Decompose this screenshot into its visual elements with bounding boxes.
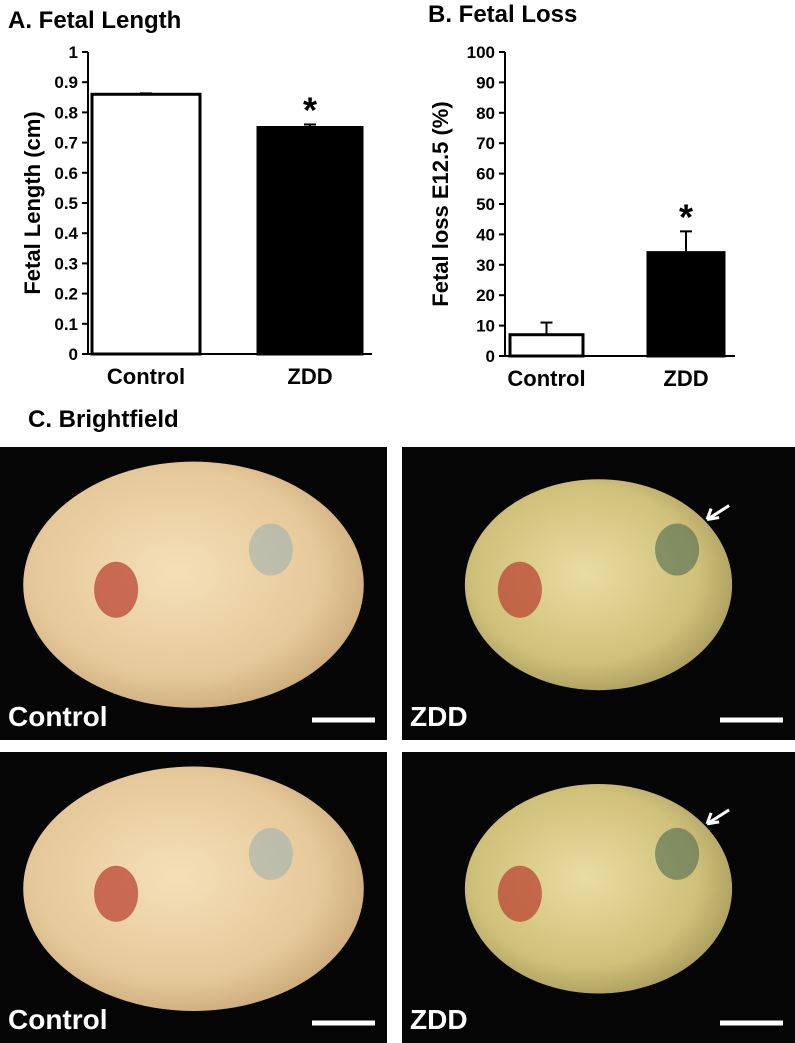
embryo-ventricle — [655, 827, 700, 880]
image-label: ZDD — [410, 701, 468, 732]
y-tick-label: 0.8 — [54, 103, 78, 122]
arrow — [705, 504, 730, 522]
y-tick-label: 50 — [476, 195, 495, 214]
y-tick-label: 0.4 — [54, 224, 78, 243]
x-tick-label: Control — [507, 366, 585, 391]
y-tick-label: 60 — [476, 165, 495, 184]
y-tick-label: 100 — [467, 43, 495, 62]
y-axis-label: Fetal loss E12.5 (%) — [428, 101, 453, 306]
y-tick-label: 0.7 — [54, 134, 78, 153]
y-tick-label: 0.5 — [54, 194, 78, 213]
significance-marker: * — [679, 196, 693, 237]
panel-title: C. Brightfield — [28, 406, 179, 433]
embryo-heart — [94, 561, 139, 618]
bar — [508, 333, 585, 358]
y-tick-label: 30 — [476, 256, 495, 275]
arrow — [705, 808, 730, 826]
y-tick-label: 70 — [476, 134, 495, 153]
image-label: Control — [8, 1004, 108, 1035]
bar — [646, 251, 726, 358]
significance-marker: * — [303, 89, 317, 130]
embryo-heart — [94, 865, 139, 922]
y-tick-label: 0.1 — [54, 315, 78, 334]
embryo-ventricle — [655, 523, 700, 576]
embryo — [23, 766, 364, 1011]
y-tick-label: 80 — [476, 104, 495, 123]
x-tick-label: ZDD — [663, 366, 708, 391]
y-tick-label: 0 — [486, 347, 495, 366]
y-tick-label: 0.6 — [54, 164, 78, 183]
y-tick-label: 0.3 — [54, 254, 78, 273]
chart-title: B. Fetal Loss — [428, 1, 577, 28]
y-tick-label: 0.2 — [54, 285, 78, 304]
bar — [90, 92, 202, 356]
bar — [256, 126, 364, 356]
embryo-ventricle — [248, 523, 293, 576]
embryo — [23, 461, 364, 708]
y-tick-label: 90 — [476, 73, 495, 92]
y-tick-label: 1 — [69, 43, 78, 62]
chart-title: A. Fetal Length — [8, 7, 181, 34]
y-tick-label: 20 — [476, 286, 495, 305]
embryo-heart — [497, 865, 542, 922]
y-axis-label: Fetal Length (cm) — [20, 111, 45, 294]
x-tick-label: ZDD — [287, 364, 332, 389]
y-tick-label: 10 — [476, 317, 495, 336]
y-tick-label: 40 — [476, 225, 495, 244]
embryo-ventricle — [248, 827, 293, 880]
image-label: Control — [8, 701, 108, 732]
y-tick-label: 0 — [69, 345, 78, 364]
image-label: ZDD — [410, 1004, 468, 1035]
y-tick-label: 0.9 — [54, 73, 78, 92]
x-tick-label: Control — [107, 364, 185, 389]
embryo-heart — [497, 561, 542, 618]
